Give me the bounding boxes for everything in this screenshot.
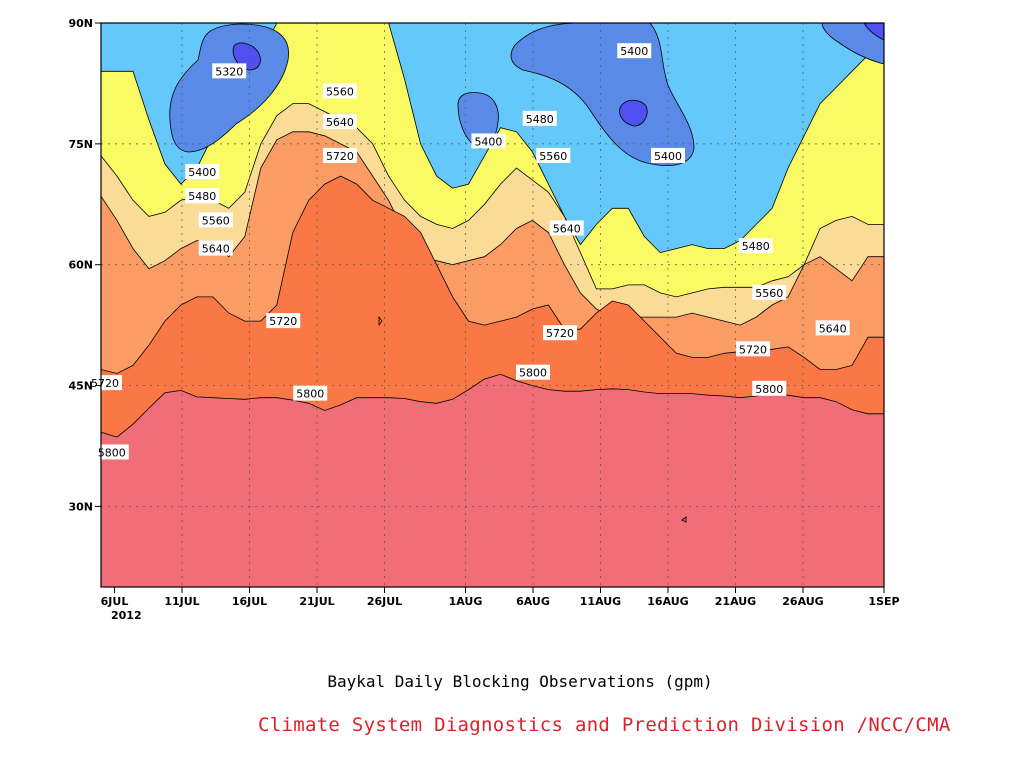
contour-label: 5720 (266, 313, 301, 329)
contour-label-text: 5720 (91, 377, 119, 390)
closed-contour-5320-aug (619, 99, 648, 127)
chart-title: Baykal Daily Blocking Observations (gpm) (327, 672, 713, 691)
y-tick-label: 45N (68, 380, 93, 393)
contour-label: 5800 (752, 380, 787, 396)
contour-label-text: 5560 (755, 287, 783, 300)
contour-label-text: 5720 (739, 343, 767, 356)
contour-label: 5480 (185, 188, 220, 204)
y-tick-label: 90N (68, 17, 93, 30)
x-tick-label: 11AUG (580, 595, 621, 608)
contour-label: 5480 (738, 238, 773, 254)
y-tick-label: 30N (68, 500, 93, 513)
x-tick-label: 6AUG (516, 595, 550, 608)
contour-label-text: 5800 (98, 446, 126, 459)
contour-label-text: 5800 (519, 367, 547, 380)
closed-contours (169, 23, 884, 166)
contour-label: 5560 (752, 284, 787, 300)
contour-label-text: 5560 (202, 214, 230, 227)
contour-label: 5800 (293, 385, 328, 401)
contour-label: 5320 (212, 63, 247, 79)
x-axis-year-label: 2012 (111, 609, 142, 622)
contour-label-text: 5640 (326, 116, 354, 129)
contour-line-5800 (101, 373, 884, 438)
x-tick-label: 1AUG (449, 595, 483, 608)
y-tick-label: 60N (68, 259, 93, 272)
x-axis: 6JUL 11JUL 16JUL 21JUL 26JUL 1AUG 6AUG 11AUG 16A… (101, 587, 900, 608)
contour-label-text: 5560 (539, 150, 567, 163)
contour-label-text: 5640 (202, 243, 230, 256)
contour-labels: 5320 5400 5480 5560 5640 5720 5720 5800 5800 5560… (88, 43, 850, 460)
small-marker-2 (681, 516, 687, 523)
contour-label: 5720 (322, 147, 357, 163)
plot-frame (100, 22, 885, 588)
x-tick-label: 11JUL (164, 595, 199, 608)
contour-label: 5560 (536, 147, 571, 163)
x-tick-label: 26AUG (782, 595, 823, 608)
contour-label-text: 5480 (188, 190, 216, 203)
contour-label: 5560 (198, 212, 233, 228)
contour-label: 5640 (815, 320, 850, 336)
contour-label-text: 5720 (269, 315, 297, 328)
contour-label-text: 5800 (296, 388, 324, 401)
x-tick-label: 6JUL (101, 595, 129, 608)
chart-credit: Climate System Diagnostics and Predictio… (258, 714, 951, 736)
contour-fills (101, 23, 884, 587)
x-tick-label: 21JUL (299, 595, 334, 608)
contour-label: 5560 (322, 83, 357, 99)
contour-label-text: 5320 (215, 65, 243, 78)
contour-label-text: 5480 (742, 240, 770, 253)
x-tick-label: 26JUL (367, 595, 402, 608)
contour-label: 5800 (516, 364, 550, 380)
small-marker-1 (378, 315, 383, 327)
contour-label: 5640 (549, 220, 584, 236)
contour-label: 5640 (198, 240, 233, 256)
y-axis: 30N 45N 60N 75N 90N (68, 17, 101, 513)
y-tick-label: 75N (68, 138, 93, 151)
contour-label: 5400 (651, 147, 685, 163)
contour-label-text: 5560 (326, 85, 354, 98)
contour-label: 5400 (185, 164, 220, 180)
contour-label-text: 5640 (819, 322, 847, 335)
x-tick-label: 16JUL (232, 595, 267, 608)
contour-label: 5720 (736, 341, 771, 357)
contour-label: 5640 (322, 114, 357, 130)
contour-label-text: 5400 (620, 45, 648, 58)
contour-label-text: 5400 (474, 135, 502, 148)
contour-label: 5400 (471, 133, 506, 149)
contour-label-text: 5720 (546, 327, 574, 340)
contour-label-text: 5480 (526, 113, 554, 126)
contour-label-text: 5400 (188, 166, 216, 179)
contour-label-text: 5400 (654, 150, 682, 163)
contour-label-text: 5640 (553, 222, 581, 235)
closed-contour-5400-topright (821, 23, 884, 65)
x-tick-label: 21AUG (715, 595, 756, 608)
x-tick-label: 16AUG (647, 595, 688, 608)
closed-contour-5320-topright (863, 23, 884, 41)
contour-label: 5800 (94, 444, 129, 460)
closed-contour-5320-jul (232, 42, 261, 71)
contour-label-text: 5720 (326, 150, 354, 163)
contour-label-text: 5800 (755, 383, 783, 396)
contour-label: 5720 (543, 325, 577, 341)
band-above-5800 (101, 374, 884, 587)
contour-label: 5720 (88, 375, 123, 391)
contour-label: 5400 (617, 43, 652, 59)
x-tick-label: 1SEP (868, 595, 899, 608)
contour-label: 5480 (522, 110, 557, 126)
gridlines (101, 23, 884, 587)
